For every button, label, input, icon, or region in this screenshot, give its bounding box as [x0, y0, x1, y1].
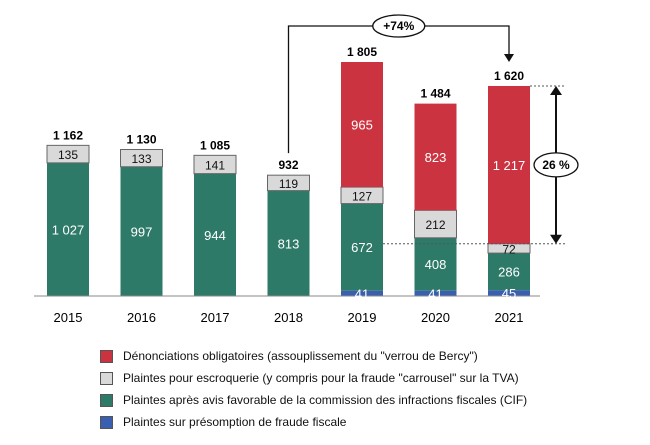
- total-label-2019: 1 805: [347, 45, 377, 59]
- value-label-plaintes-apr-s-avis-favorable-de-la-comm-2016: 997: [131, 224, 153, 239]
- growth-arrowhead: [504, 53, 514, 62]
- annotations-group: +74% 26 %: [287, 14, 579, 245]
- bar-segment-plaintes-apr-s-avis-favorable-de-la-comm-2015: [47, 162, 89, 296]
- value-label-plaintes-apr-s-avis-favorable-de-la-comm-2015: 1 027: [52, 222, 85, 237]
- value-label-plaintes-pour-escroquerie-y-compris-pour-2019: 127: [352, 189, 372, 203]
- x-tick-label-2016: 2016: [127, 310, 156, 325]
- x-tick-label-2019: 2019: [348, 310, 377, 325]
- bar-segment-plaintes-pour-escroquerie-y-compris-pour-2020: [414, 209, 457, 239]
- legend-item-plaintes-pour-escroquerie-y-compris-pour: Plaintes pour escroquerie (y compris pou…: [100, 367, 527, 389]
- bar-segment-d-nonciations-obligatoires-assouplisseme-2019: [341, 62, 383, 188]
- value-label-plaintes-pour-escroquerie-y-compris-pour-2015: 135: [58, 148, 78, 162]
- bar-segment-plaintes-apr-s-avis-favorable-de-la-comm-2020: [414, 237, 457, 291]
- share-arrowhead-top: [550, 85, 562, 95]
- legend-item-plaintes-apr-s-avis-favorable-de-la-comm: Plaintes après avis favorable de la comm…: [100, 389, 527, 411]
- bar-segment-plaintes-sur-pr-somption-de-fraude-fisca-2020: [414, 290, 457, 296]
- share-arrowhead-bottom: [550, 234, 562, 244]
- value-label-plaintes-pour-escroquerie-y-compris-pour-2016: 133: [131, 152, 151, 166]
- value-label-plaintes-apr-s-avis-favorable-de-la-comm-2019: 672: [351, 240, 373, 255]
- value-label-plaintes-pour-escroquerie-y-compris-pour-2021: 72: [502, 242, 516, 256]
- value-label-plaintes-sur-pr-somption-de-fraude-fisca-2020: 41: [428, 286, 442, 301]
- legend-item-d-nonciations-obligatoires-assouplisseme: Dénonciations obligatoires (assouplissem…: [100, 345, 527, 367]
- bar-segment-plaintes-apr-s-avis-favorable-de-la-comm-2019: [341, 203, 383, 291]
- legend-label: Plaintes sur présomption de fraude fisca…: [123, 415, 347, 429]
- share-badge: [533, 152, 579, 178]
- x-tick-label-2020: 2020: [421, 310, 450, 325]
- growth-badge: [372, 14, 426, 38]
- share-label: 26 %: [542, 158, 570, 172]
- bars-group: [34, 62, 540, 297]
- value-label-plaintes-sur-pr-somption-de-fraude-fisca-2019: 41: [355, 286, 369, 301]
- total-label-2016: 1 130: [126, 133, 156, 147]
- growth-connector: [287, 25, 510, 154]
- value-label-plaintes-apr-s-avis-favorable-de-la-comm-2017: 944: [204, 228, 226, 243]
- legend-swatch: [100, 371, 113, 385]
- value-label-d-nonciations-obligatoires-assouplisseme-2021: 1 217: [493, 158, 526, 173]
- bar-segment-plaintes-apr-s-avis-favorable-de-la-comm-2018: [267, 190, 310, 296]
- value-label-plaintes-apr-s-avis-favorable-de-la-comm-2020: 408: [425, 257, 447, 272]
- x-tick-label-2015: 2015: [54, 310, 83, 325]
- x-tick-label-2017: 2017: [201, 310, 230, 325]
- legend-swatch: [100, 349, 113, 363]
- legend-label: Plaintes pour escroquerie (y compris pou…: [123, 371, 519, 385]
- legend-swatch: [100, 415, 113, 429]
- legend-item-plaintes-sur-pr-somption-de-fraude-fisca: Plaintes sur présomption de fraude fisca…: [100, 411, 527, 433]
- value-label-plaintes-pour-escroquerie-y-compris-pour-2018: 119: [279, 177, 298, 191]
- growth-label: +74%: [383, 19, 414, 33]
- legend-swatch: [100, 393, 113, 407]
- total-label-2018: 932: [278, 158, 298, 172]
- bar-segment-plaintes-pour-escroquerie-y-compris-pour-2015: [46, 144, 90, 164]
- bar-segment-plaintes-sur-pr-somption-de-fraude-fisca-2021: [488, 290, 530, 296]
- bar-segment-d-nonciations-obligatoires-assouplisseme-2021: [488, 85, 530, 244]
- x-tick-label-2018: 2018: [274, 310, 303, 325]
- value-label-plaintes-pour-escroquerie-y-compris-pour-2020: 212: [425, 218, 445, 232]
- bar-segment-plaintes-pour-escroquerie-y-compris-pour-2016: [120, 149, 163, 168]
- value-label-plaintes-apr-s-avis-favorable-de-la-comm-2018: 813: [278, 236, 300, 251]
- value-labels-group: 1 027 135 1 162 2015 997 133 1 130 2016 944 141 1 …: [52, 45, 526, 325]
- bar-segment-plaintes-apr-s-avis-favorable-de-la-comm-2017: [194, 173, 236, 296]
- legend: Dénonciations obligatoires (assouplissem…: [100, 345, 527, 433]
- value-label-plaintes-sur-pr-somption-de-fraude-fisca-2021: 45: [502, 286, 516, 301]
- bar-segment-plaintes-pour-escroquerie-y-compris-pour-2017: [193, 154, 237, 175]
- legend-label: Plaintes après avis favorable de la comm…: [123, 393, 528, 407]
- legend-label: Dénonciations obligatoires (assouplissem…: [123, 349, 478, 363]
- bar-segment-plaintes-apr-s-avis-favorable-de-la-comm-2021: [488, 253, 530, 291]
- x-tick-label-2021: 2021: [495, 310, 524, 325]
- total-label-2015: 1 162: [53, 128, 83, 142]
- bar-segment-plaintes-pour-escroquerie-y-compris-pour-2018: [267, 174, 310, 192]
- total-label-2020: 1 484: [420, 87, 450, 101]
- value-label-plaintes-apr-s-avis-favorable-de-la-comm-2021: 286: [498, 265, 520, 280]
- total-label-2017: 1 085: [200, 138, 230, 152]
- value-label-d-nonciations-obligatoires-assouplisseme-2020: 823: [425, 150, 447, 165]
- total-label-2021: 1 620: [494, 69, 524, 83]
- bar-segment-plaintes-sur-pr-somption-de-fraude-fisca-2019: [341, 290, 383, 296]
- bar-segment-plaintes-apr-s-avis-favorable-de-la-comm-2016: [120, 166, 163, 296]
- value-label-d-nonciations-obligatoires-assouplisseme-2019: 965: [351, 118, 373, 133]
- bar-segment-d-nonciations-obligatoires-assouplisseme-2020: [414, 103, 457, 211]
- value-label-plaintes-pour-escroquerie-y-compris-pour-2017: 141: [205, 158, 225, 172]
